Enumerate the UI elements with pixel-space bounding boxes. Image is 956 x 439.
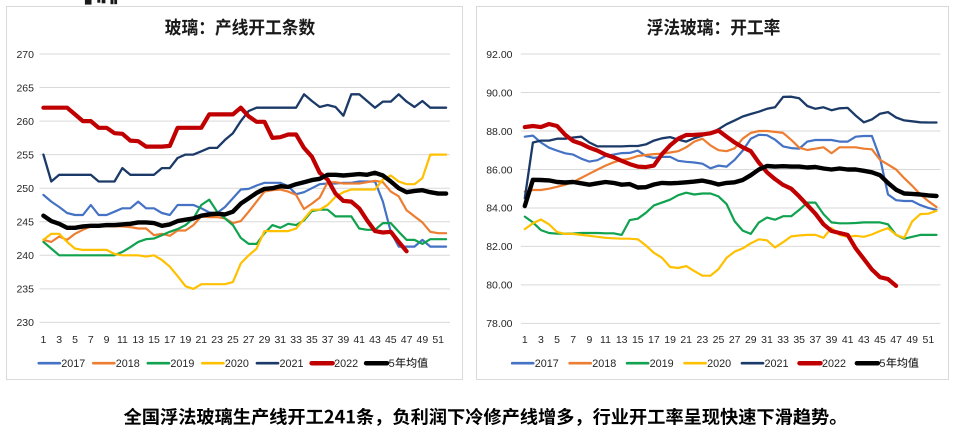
svg-text:39: 39 bbox=[338, 334, 350, 346]
svg-text:23: 23 bbox=[697, 334, 709, 346]
svg-text:45: 45 bbox=[385, 334, 397, 346]
svg-text:49: 49 bbox=[906, 334, 918, 346]
svg-text:2019: 2019 bbox=[650, 358, 674, 370]
svg-text:5: 5 bbox=[72, 334, 78, 346]
svg-text:11: 11 bbox=[117, 334, 128, 346]
svg-text:41: 41 bbox=[842, 334, 854, 346]
svg-text:31: 31 bbox=[761, 334, 773, 346]
svg-text:9: 9 bbox=[104, 334, 110, 346]
svg-text:21: 21 bbox=[680, 334, 692, 346]
svg-text:37: 37 bbox=[810, 334, 822, 346]
svg-text:5: 5 bbox=[554, 334, 560, 346]
svg-text:41: 41 bbox=[353, 334, 365, 346]
svg-text:17: 17 bbox=[648, 334, 660, 346]
svg-text:78.00: 78.00 bbox=[486, 318, 512, 330]
svg-text:3: 3 bbox=[538, 334, 544, 346]
svg-text:29: 29 bbox=[259, 334, 271, 346]
svg-text:43: 43 bbox=[858, 334, 870, 346]
svg-text:47: 47 bbox=[401, 334, 413, 346]
svg-text:49: 49 bbox=[417, 334, 429, 346]
svg-text:13: 13 bbox=[616, 334, 628, 346]
svg-text:27: 27 bbox=[729, 334, 741, 346]
svg-text:2019: 2019 bbox=[170, 358, 194, 370]
svg-text:235: 235 bbox=[16, 284, 34, 296]
svg-text:2018: 2018 bbox=[116, 358, 140, 370]
svg-text:245: 245 bbox=[16, 217, 34, 229]
svg-text:19: 19 bbox=[180, 334, 192, 346]
svg-text:240: 240 bbox=[16, 250, 34, 262]
svg-text:2021: 2021 bbox=[765, 358, 789, 370]
svg-text:86.00: 86.00 bbox=[486, 164, 512, 176]
svg-text:2021: 2021 bbox=[280, 358, 304, 370]
svg-text:17: 17 bbox=[164, 334, 176, 346]
svg-text:33: 33 bbox=[290, 334, 302, 346]
svg-text:7: 7 bbox=[570, 334, 576, 346]
svg-text:2022: 2022 bbox=[822, 358, 846, 370]
svg-text:31: 31 bbox=[274, 334, 286, 346]
svg-text:37: 37 bbox=[322, 334, 334, 346]
svg-text:35: 35 bbox=[306, 334, 318, 346]
svg-text:47: 47 bbox=[890, 334, 902, 346]
svg-text:45: 45 bbox=[874, 334, 886, 346]
svg-text:92.00: 92.00 bbox=[486, 49, 512, 61]
svg-text:1: 1 bbox=[40, 334, 46, 346]
svg-text:11: 11 bbox=[600, 334, 611, 346]
svg-text:2020: 2020 bbox=[225, 358, 249, 370]
svg-text:27: 27 bbox=[243, 334, 255, 346]
svg-text:2022: 2022 bbox=[334, 358, 358, 370]
svg-text:21: 21 bbox=[195, 334, 207, 346]
svg-text:88.00: 88.00 bbox=[486, 126, 512, 138]
svg-text:25: 25 bbox=[227, 334, 239, 346]
svg-text:7: 7 bbox=[88, 334, 94, 346]
svg-text:1: 1 bbox=[522, 334, 528, 346]
svg-text:51: 51 bbox=[923, 334, 935, 346]
svg-text:51: 51 bbox=[432, 334, 444, 346]
svg-text:2017: 2017 bbox=[61, 358, 85, 370]
svg-text:90.00: 90.00 bbox=[486, 87, 512, 99]
svg-text:2018: 2018 bbox=[592, 358, 616, 370]
svg-text:84.00: 84.00 bbox=[486, 203, 512, 215]
svg-text:39: 39 bbox=[826, 334, 838, 346]
svg-text:13: 13 bbox=[132, 334, 144, 346]
svg-text:15: 15 bbox=[148, 334, 160, 346]
svg-text:25: 25 bbox=[713, 334, 725, 346]
svg-text:80.00: 80.00 bbox=[486, 280, 512, 292]
svg-text:250: 250 bbox=[16, 183, 34, 195]
svg-text:82.00: 82.00 bbox=[486, 241, 512, 253]
svg-text:9: 9 bbox=[586, 334, 592, 346]
svg-text:29: 29 bbox=[745, 334, 757, 346]
svg-text:35: 35 bbox=[793, 334, 805, 346]
svg-text:5: 5 bbox=[389, 358, 395, 370]
svg-text:19: 19 bbox=[664, 334, 676, 346]
svg-text:2017: 2017 bbox=[535, 358, 559, 370]
svg-text:230: 230 bbox=[16, 317, 34, 329]
svg-text:33: 33 bbox=[777, 334, 789, 346]
svg-text:255: 255 bbox=[16, 149, 34, 161]
svg-text:43: 43 bbox=[369, 334, 381, 346]
svg-text:270: 270 bbox=[16, 49, 34, 61]
svg-text:265: 265 bbox=[16, 82, 34, 94]
svg-text:15: 15 bbox=[632, 334, 644, 346]
svg-text:23: 23 bbox=[211, 334, 223, 346]
svg-text:260: 260 bbox=[16, 116, 34, 128]
svg-text:5: 5 bbox=[879, 358, 885, 370]
svg-text:2020: 2020 bbox=[707, 358, 731, 370]
svg-text:3: 3 bbox=[56, 334, 62, 346]
